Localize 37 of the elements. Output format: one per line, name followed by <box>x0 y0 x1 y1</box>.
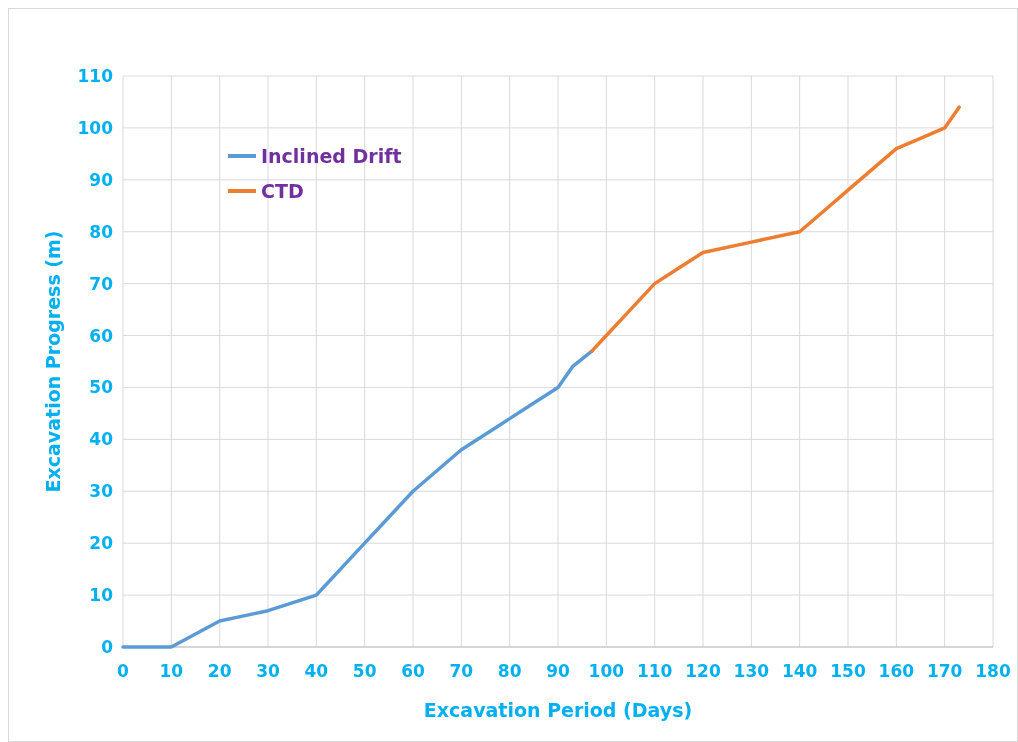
x-tick-label: 160 <box>878 661 915 681</box>
legend-label: CTD <box>261 180 304 202</box>
x-tick-label: 70 <box>449 661 474 681</box>
x-axis-title: Excavation Period (Days) <box>423 699 693 721</box>
x-tick-label: 130 <box>733 661 770 681</box>
y-tick-label: 50 <box>89 377 114 398</box>
y-tick-label: 0 <box>101 637 114 657</box>
x-tick-label: 90 <box>546 661 570 681</box>
x-tick-label: 50 <box>352 661 377 681</box>
y-tick-label: 80 <box>89 221 114 242</box>
x-tick-label: 80 <box>497 661 522 681</box>
x-tick-label: 170 <box>926 661 963 681</box>
legend-label: Inclined Drift <box>261 145 402 167</box>
x-tick-label: 10 <box>159 661 184 681</box>
y-tick-label: 40 <box>89 429 114 450</box>
y-tick-label: 20 <box>89 533 114 554</box>
x-tick-label: 40 <box>304 661 329 681</box>
y-axis-title: Excavation Progress (m) <box>42 230 64 493</box>
x-tick-label: 0 <box>117 661 130 681</box>
x-tick-label: 110 <box>636 661 673 681</box>
y-tick-label: 30 <box>89 481 114 502</box>
x-tick-label: 30 <box>256 661 280 681</box>
y-tick-label: 70 <box>89 273 114 294</box>
x-tick-label: 180 <box>975 661 1011 681</box>
line-series <box>121 349 594 649</box>
x-tick-label: 140 <box>781 661 818 681</box>
y-tick-label: 60 <box>89 325 114 346</box>
x-tick-label: 20 <box>207 661 232 681</box>
y-tick-label: 110 <box>77 66 114 86</box>
y-tick-label: 10 <box>89 585 114 606</box>
x-tick-label: 100 <box>588 661 625 681</box>
y-tick-label: 100 <box>77 117 114 138</box>
x-tick-label: 120 <box>685 661 721 681</box>
x-tick-label: 150 <box>830 661 866 681</box>
x-tick-label: 60 <box>401 661 425 681</box>
line-series <box>590 105 961 353</box>
y-tick-label: 90 <box>89 169 114 190</box>
